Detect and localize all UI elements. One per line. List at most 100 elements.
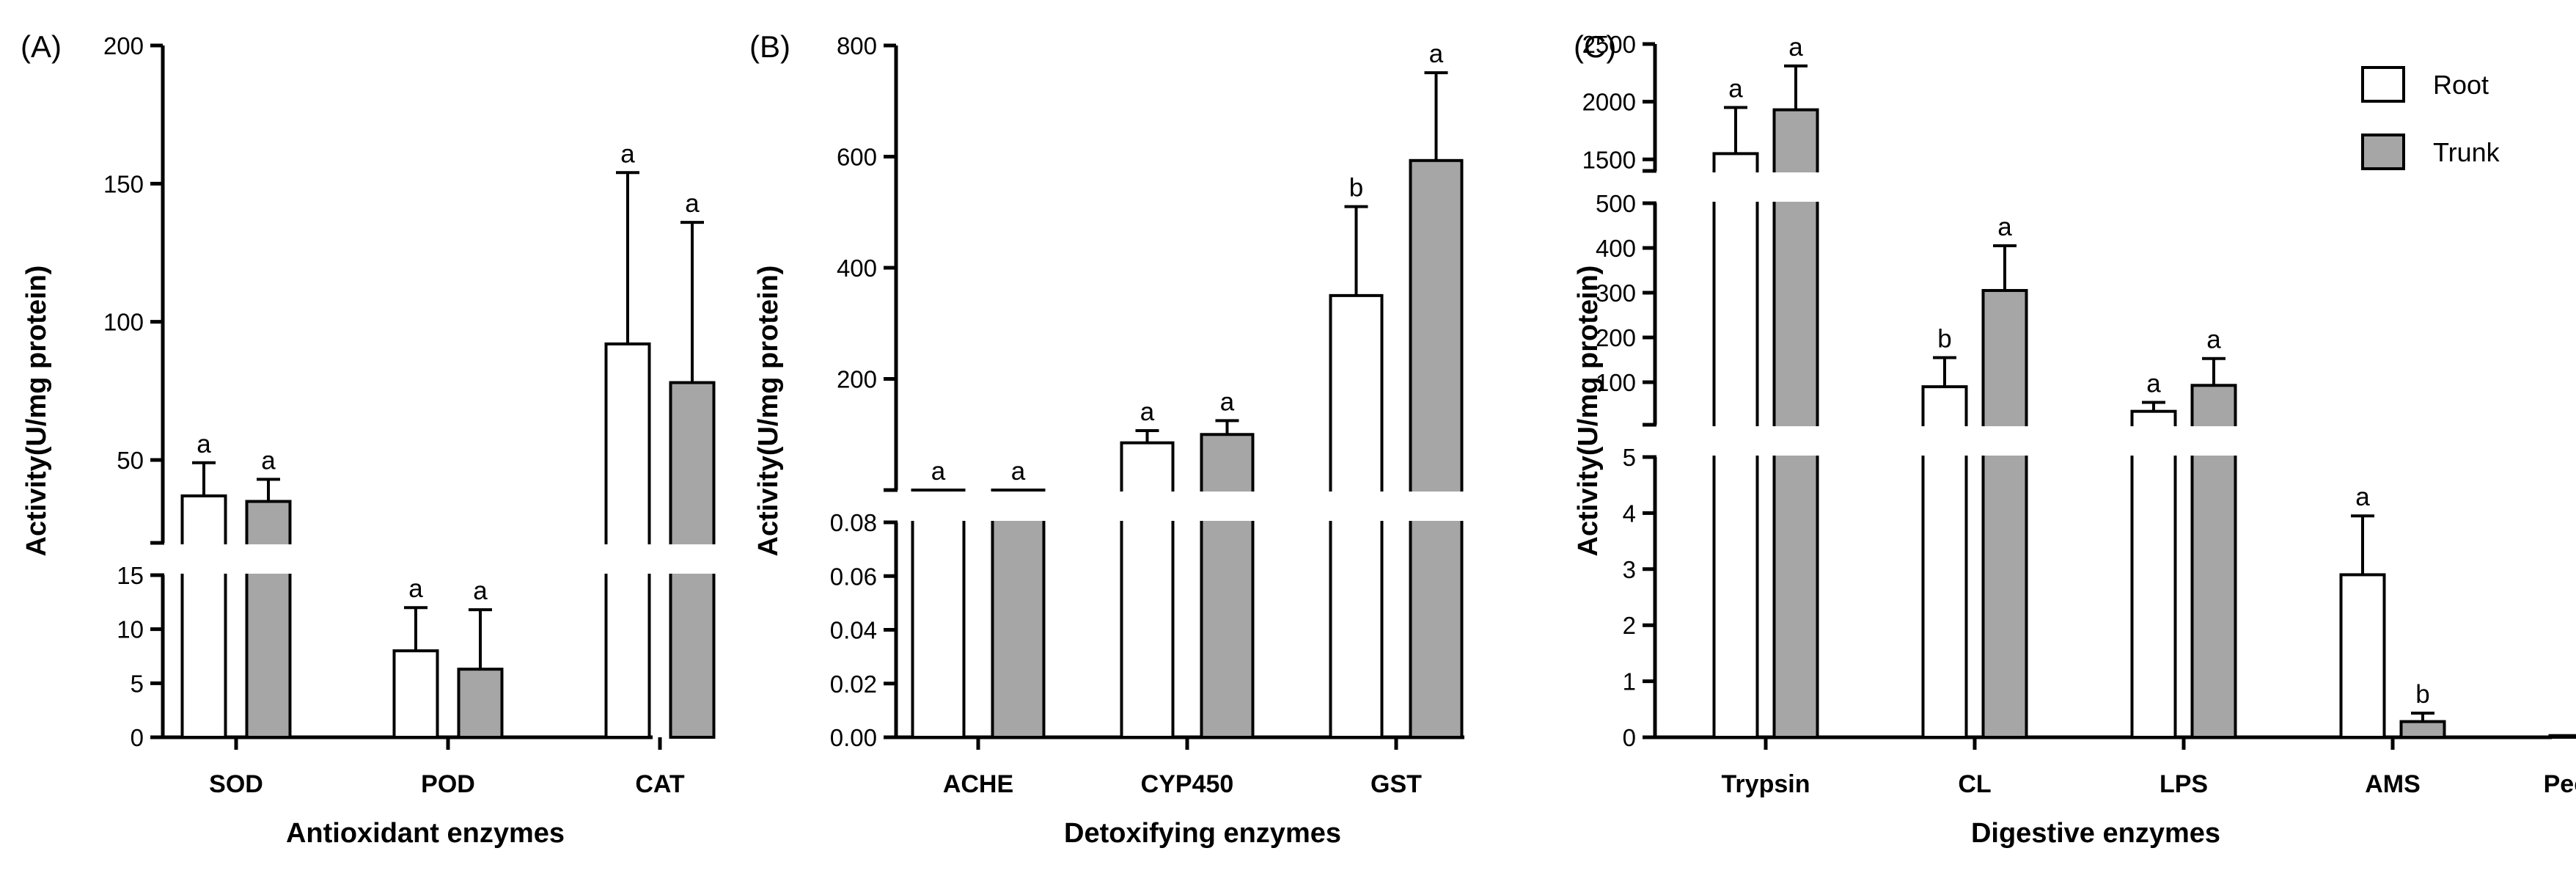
significance-letter: a bbox=[1429, 40, 1444, 68]
x-axis-title: Antioxidant enzymes bbox=[286, 818, 565, 849]
y-tick-label: 0.08 bbox=[830, 509, 877, 536]
y-tick-label: 800 bbox=[837, 32, 877, 59]
significance-letter: a bbox=[1997, 213, 2012, 241]
significance-letter: a bbox=[620, 139, 635, 168]
bar-break-gap bbox=[1980, 426, 2030, 456]
y-tick-label: 100 bbox=[103, 309, 144, 336]
bar-root bbox=[392, 649, 439, 739]
bar-break-gap bbox=[603, 544, 653, 574]
y-axis-title: Activity(U/mg protein) bbox=[1573, 266, 1604, 557]
bar-break-gap bbox=[1771, 172, 1821, 202]
significance-letter: a bbox=[1728, 75, 1743, 103]
chart-panel-2: (B) 0.00 0.02 0.04 0.06 0.08 200 400 600 800 Activ… bbox=[749, 29, 1465, 849]
y-tick-label: 5 bbox=[131, 670, 144, 697]
bar-trunk bbox=[457, 668, 504, 739]
y-tick-label: 2000 bbox=[1582, 89, 1636, 116]
panel-letter: (C) bbox=[1574, 29, 1616, 64]
bar-break-gap bbox=[1771, 426, 1821, 456]
x-tick-label: ACHE bbox=[943, 770, 1013, 798]
bar-break-gap bbox=[1711, 426, 1761, 456]
y-tick-label: 600 bbox=[837, 144, 877, 171]
bar-break-gap bbox=[909, 492, 967, 521]
bar-root bbox=[911, 488, 966, 739]
bar-break-gap bbox=[989, 492, 1047, 521]
y-axis-title: Activity(U/mg protein) bbox=[21, 266, 52, 557]
y-tick-label: 10 bbox=[117, 616, 144, 643]
y-tick-label: 0 bbox=[1623, 724, 1636, 751]
y-tick-label: 200 bbox=[1596, 324, 1636, 351]
bar-break-gap bbox=[1327, 492, 1385, 521]
y-tick-label: 400 bbox=[837, 255, 877, 282]
significance-letter: a bbox=[408, 574, 423, 603]
y-tick-label: 0.00 bbox=[830, 724, 877, 751]
legend-label: Trunk bbox=[2433, 137, 2500, 167]
y-tick-label: 500 bbox=[1596, 190, 1636, 217]
bar-trunk bbox=[1200, 433, 1255, 739]
x-tick-label: SOD bbox=[209, 770, 263, 798]
significance-letter: a bbox=[685, 189, 700, 218]
x-tick-label: CYP450 bbox=[1141, 770, 1234, 798]
bar-root bbox=[2130, 409, 2177, 739]
chart-panel-3: (C) 0 1 2 3 4 5 100 200 300 400 500 1500 2000 2500 Acti… bbox=[1573, 29, 2576, 849]
bar-root bbox=[604, 342, 651, 739]
legend-swatch-trunk bbox=[2361, 134, 2405, 170]
y-tick-label: 0 bbox=[131, 724, 144, 751]
y-tick-label: 0.06 bbox=[830, 563, 877, 590]
bar-break-gap bbox=[243, 544, 293, 574]
y-tick-label: 400 bbox=[1596, 235, 1636, 262]
y-tick-label: 50 bbox=[117, 447, 144, 474]
x-tick-label: Pectinase bbox=[2544, 770, 2576, 798]
y-tick-label: 300 bbox=[1596, 280, 1636, 307]
x-tick-label: CAT bbox=[635, 770, 685, 798]
y-tick-label: 3 bbox=[1623, 556, 1636, 583]
y-tick-label: 1500 bbox=[1582, 146, 1636, 173]
bar-break-gap bbox=[1198, 492, 1256, 521]
x-tick-label: GST bbox=[1370, 770, 1422, 798]
y-tick-label: 1 bbox=[1623, 668, 1636, 695]
significance-letter: a bbox=[2355, 483, 2370, 511]
chart-panel-1: (A) 0 5 10 15 50 100 150 200 Activity(U/mg protei… bbox=[21, 29, 717, 849]
significance-letter: a bbox=[1220, 387, 1235, 416]
significance-letter: a bbox=[197, 430, 211, 459]
y-tick-label: 15 bbox=[117, 562, 144, 589]
significance-letter: a bbox=[2206, 326, 2221, 354]
bar-root bbox=[2548, 734, 2576, 739]
bar-trunk bbox=[991, 488, 1046, 739]
bar-break-gap bbox=[179, 544, 229, 574]
bar-trunk bbox=[2399, 720, 2446, 739]
legend-swatch-root bbox=[2361, 66, 2405, 103]
y-axis-title: Activity(U/mg protein) bbox=[753, 266, 784, 557]
significance-letter: b bbox=[1937, 324, 1951, 353]
bar-break-gap bbox=[667, 544, 717, 574]
y-tick-label: 2 bbox=[1623, 612, 1636, 639]
bar-root bbox=[1120, 441, 1175, 739]
y-tick-label: 0.02 bbox=[830, 671, 877, 698]
significance-letter: a bbox=[1140, 398, 1155, 426]
bar-root bbox=[180, 494, 227, 739]
x-axis-title: Detoxifying enzymes bbox=[1064, 818, 1341, 849]
bar-root bbox=[2339, 573, 2386, 739]
x-tick-label: CL bbox=[1958, 770, 1991, 798]
y-tick-label: 2500 bbox=[1582, 31, 1636, 58]
y-tick-label: 4 bbox=[1623, 500, 1636, 527]
bar-break-gap bbox=[1407, 492, 1465, 521]
panel-letter: (B) bbox=[749, 29, 790, 64]
significance-letter: b bbox=[1349, 174, 1363, 202]
bar-break-gap bbox=[1920, 426, 1970, 456]
y-tick-label: 5 bbox=[1623, 444, 1636, 471]
significance-letter: a bbox=[2146, 369, 2161, 398]
bar-trunk bbox=[1772, 108, 1819, 739]
y-tick-label: 100 bbox=[1596, 369, 1636, 396]
bar-break-gap bbox=[1711, 172, 1761, 202]
y-tick-label: 200 bbox=[837, 366, 877, 393]
bar-trunk bbox=[1981, 288, 2028, 739]
x-tick-label: Trypsin bbox=[1722, 770, 1810, 798]
x-tick-label: AMS bbox=[2365, 770, 2421, 798]
bar-break-gap bbox=[1118, 492, 1176, 521]
bar-break-gap bbox=[2189, 426, 2239, 456]
y-tick-label: 0.04 bbox=[830, 617, 877, 644]
significance-letter: b bbox=[2415, 680, 2429, 709]
panel-letter: (A) bbox=[21, 29, 62, 64]
bar-trunk bbox=[1409, 158, 1464, 739]
significance-letter: a bbox=[261, 446, 276, 475]
